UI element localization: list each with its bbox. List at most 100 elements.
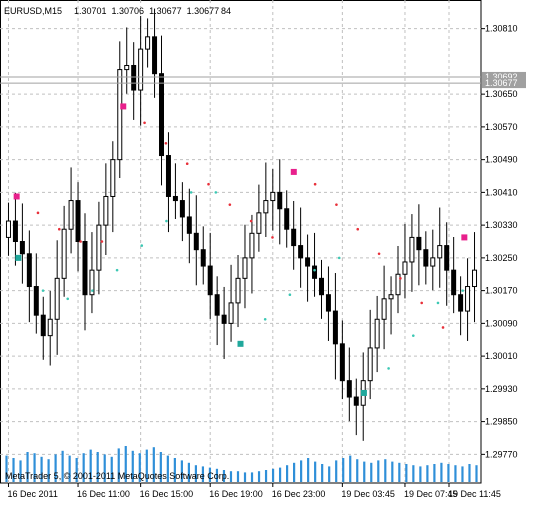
candle-body <box>458 294 464 312</box>
y-tick-label: 1.30010 <box>485 351 518 361</box>
candle-body <box>444 245 450 271</box>
candle-body <box>235 277 241 304</box>
indicator-dot <box>441 326 445 329</box>
indicator-dot <box>420 301 424 305</box>
y-tick-label: 1.29770 <box>485 449 518 459</box>
candle-body <box>472 269 478 288</box>
indicator-square <box>15 254 22 261</box>
candle-body <box>325 294 331 312</box>
candlesticks <box>5 8 478 441</box>
candle-body <box>367 347 373 382</box>
candle-body <box>423 249 429 267</box>
candle-body <box>430 257 436 267</box>
candle-body <box>152 36 158 75</box>
grid <box>0 0 482 484</box>
candle-body <box>305 257 311 267</box>
indicator-dot <box>207 182 210 186</box>
candle-body <box>5 220 11 238</box>
y-tick-label: 1.30570 <box>485 122 518 132</box>
x-tick-label: 19 Dec 03:45 <box>341 489 395 499</box>
candle-body <box>465 286 471 312</box>
candle-body <box>437 245 443 259</box>
indicator-dot <box>164 141 168 145</box>
candle-body <box>54 277 60 320</box>
candle-body <box>374 318 380 349</box>
indicator-square <box>461 234 468 241</box>
candle-body <box>12 220 18 243</box>
volume-label: 84 <box>221 6 231 16</box>
time-axis: 16 Dec 2011 16 Dec 11:00 16 Dec 15:00 16 De… <box>7 483 501 499</box>
indicator-dot <box>143 121 146 125</box>
indicator-dot <box>387 367 390 370</box>
candle-body <box>138 48 144 91</box>
x-tick-label: 19 Dec 11:45 <box>448 489 501 499</box>
candle-body <box>103 195 109 226</box>
indicator-square <box>120 103 127 110</box>
candle-body <box>228 302 234 324</box>
candle-body <box>193 232 199 251</box>
indicator-dot <box>313 268 316 272</box>
indicator-square <box>13 193 20 200</box>
candle-body <box>117 69 123 161</box>
candle-body <box>332 310 338 345</box>
indicator-dot <box>377 252 381 256</box>
candle-body <box>395 273 401 296</box>
ohlc-label: 1.30701 1.30706 1.30677 1.30677 <box>74 6 219 16</box>
candle-body <box>416 236 422 251</box>
indicator-dot <box>140 244 144 247</box>
candle-body <box>145 36 151 50</box>
indicator-square <box>237 340 244 347</box>
y-tick-label: 1.30650 <box>485 89 518 99</box>
plot-frame <box>0 0 482 484</box>
candle-body <box>402 261 408 275</box>
candle-body <box>339 343 345 382</box>
candle-body <box>89 269 95 296</box>
indicator-dot <box>271 236 274 239</box>
candle-body <box>263 200 269 214</box>
candle-body <box>75 200 81 242</box>
candle-body <box>61 228 67 279</box>
price-axis: 1.30810 1.30650 1.30570 1.30490 1.30410 1.303… <box>481 24 518 459</box>
y-tick-label: 1.29930 <box>485 384 518 394</box>
y-tick-label: 1.30330 <box>485 220 518 230</box>
indicator-dot <box>399 277 402 280</box>
indicator-dot <box>337 256 341 260</box>
ask-price-tag-label: 1.30692 <box>485 72 518 82</box>
indicator-dot <box>461 289 464 292</box>
indicator-dot <box>249 219 253 223</box>
candle-body <box>124 64 130 71</box>
candle-body <box>256 212 262 234</box>
candle-body <box>284 208 290 230</box>
candle-body <box>47 318 53 337</box>
candle-body <box>409 236 415 263</box>
indicator-dot <box>335 203 338 206</box>
candle-body <box>131 64 137 91</box>
x-tick-label: 16 Dec 15:00 <box>140 489 194 499</box>
y-tick-label: 1.30090 <box>485 318 518 328</box>
indicator-dot <box>263 317 267 321</box>
x-tick-label: 16 Dec 23:00 <box>272 489 326 499</box>
indicator-dot <box>189 191 193 194</box>
candle-body <box>381 298 387 320</box>
candle-body <box>96 224 102 271</box>
y-tick-label: 1.29850 <box>485 417 518 427</box>
candle-body <box>110 159 116 197</box>
candle-body <box>26 253 32 288</box>
x-tick-label: 16 Dec 2011 <box>7 489 57 499</box>
indicator-dot <box>165 219 168 223</box>
candle-body <box>221 314 227 324</box>
candle-body <box>186 216 192 234</box>
indicator-dot <box>411 334 415 337</box>
x-tick-label: 16 Dec 19:00 <box>209 489 263 499</box>
candle-body <box>19 241 25 255</box>
indicator-dot <box>100 240 104 243</box>
candle-body <box>291 228 297 247</box>
candle-body <box>172 195 178 202</box>
copyright-text: MetaTrader 5, © 2001-2011 MetaQuotes Sof… <box>5 471 229 481</box>
candle-body <box>179 200 185 218</box>
indicator-dot <box>356 227 360 231</box>
indicator-dot <box>91 289 94 292</box>
candle-body <box>40 314 46 337</box>
